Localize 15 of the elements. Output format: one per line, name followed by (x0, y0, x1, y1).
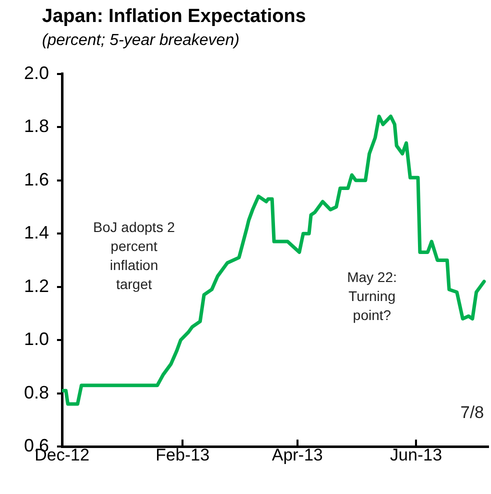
x-tick-label: Feb-13 (156, 445, 210, 464)
y-tick-label: 1.4 (24, 222, 49, 243)
y-tick-label: 1.8 (24, 116, 49, 136)
annotation: BoJ adopts 2 percent inflation target (93, 218, 176, 292)
y-tick-label: 0.8 (24, 382, 49, 402)
y-tick-label: 1.0 (24, 329, 49, 350)
y-tick-label: 1.6 (24, 169, 49, 190)
x-tick-label: Jun-13 (390, 445, 442, 464)
annotation: 7/8 (460, 403, 484, 422)
annotation: May 22: Turning point? (347, 268, 397, 323)
x-tick-label: Apr-13 (272, 445, 323, 464)
y-tick-label: 2.0 (24, 62, 49, 83)
chart-title: Japan: Inflation Expectations (42, 6, 306, 28)
y-tick-label: 1.2 (24, 276, 49, 296)
chart-subtitle: (percent; 5-year breakeven) (42, 32, 240, 50)
